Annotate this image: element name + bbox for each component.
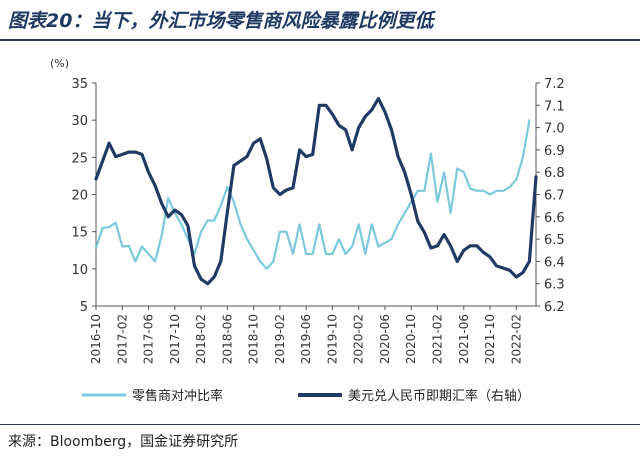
legend-label-1: 美元兑人民币即期汇率（右轴） bbox=[348, 388, 530, 404]
x-tick-label: 2018-10 bbox=[247, 314, 261, 364]
x-tick-label: 2020-02 bbox=[352, 314, 366, 364]
title-rule bbox=[0, 39, 640, 41]
x-tick-label: 2017-06 bbox=[142, 314, 156, 364]
x-tick-label: 2021-10 bbox=[483, 314, 497, 364]
left-tick-label: 30 bbox=[71, 114, 88, 129]
right-tick-label: 6.4 bbox=[544, 255, 565, 270]
right-tick-label: 6.7 bbox=[544, 189, 565, 204]
right-tick-label: 6.9 bbox=[544, 144, 565, 159]
x-tick-label: 2022-02 bbox=[509, 314, 523, 364]
x-tick-label: 2020-06 bbox=[378, 314, 392, 364]
left-tick-label: 15 bbox=[71, 226, 88, 241]
left-tick-label: 35 bbox=[71, 77, 88, 92]
legend-label-0: 零售商对冲比率 bbox=[132, 388, 223, 404]
right-tick-label: 7.2 bbox=[544, 77, 565, 92]
series-line-1 bbox=[94, 97, 538, 286]
left-tick-label: 25 bbox=[71, 151, 88, 166]
left-tick-label: 20 bbox=[71, 189, 88, 204]
chart-title: 图表20：当下，外汇市场零售商风险暴露比例更低 bbox=[8, 10, 434, 32]
source-note: 来源：Bloomberg，国金证券研究所 bbox=[8, 434, 239, 450]
chart-area: (%) 5 10 15 20 25 30 35 6.2 6.3 6.4 6.5 6.6 6.7 6.8 6.9… bbox=[50, 57, 565, 404]
x-tick-label: 2019-10 bbox=[325, 314, 339, 364]
left-tick-label: 10 bbox=[71, 263, 88, 278]
x-tick-label: 2017-02 bbox=[115, 314, 129, 364]
series-line-0 bbox=[94, 119, 531, 270]
x-tick-label: 2020-10 bbox=[404, 314, 418, 364]
right-tick-label: 6.8 bbox=[544, 166, 565, 181]
x-tick-label: 2018-06 bbox=[220, 314, 234, 364]
right-tick-label: 6.2 bbox=[544, 300, 565, 315]
left-tick-label: 5 bbox=[80, 300, 88, 315]
x-tick-label: 2016-10 bbox=[89, 314, 103, 364]
source-rule bbox=[0, 424, 640, 425]
right-tick-label: 6.5 bbox=[544, 233, 565, 248]
x-tick-label: 2021-02 bbox=[430, 314, 444, 364]
x-tick-label: 2017-10 bbox=[168, 314, 182, 364]
right-tick-label: 6.3 bbox=[544, 278, 565, 293]
right-tick-label: 7.1 bbox=[544, 99, 565, 114]
left-axis-unit: (%) bbox=[50, 57, 69, 70]
right-tick-label: 6.6 bbox=[544, 211, 565, 226]
title-bar: 图表20：当下，外汇市场零售商风险暴露比例更低 bbox=[0, 0, 640, 38]
x-tick-label: 2019-02 bbox=[273, 314, 287, 364]
x-tick-label: 2021-06 bbox=[457, 314, 471, 364]
right-tick-label: 7.0 bbox=[544, 122, 565, 137]
x-tick-label: 2019-06 bbox=[299, 314, 313, 364]
x-tick-label: 2018-02 bbox=[194, 314, 208, 364]
